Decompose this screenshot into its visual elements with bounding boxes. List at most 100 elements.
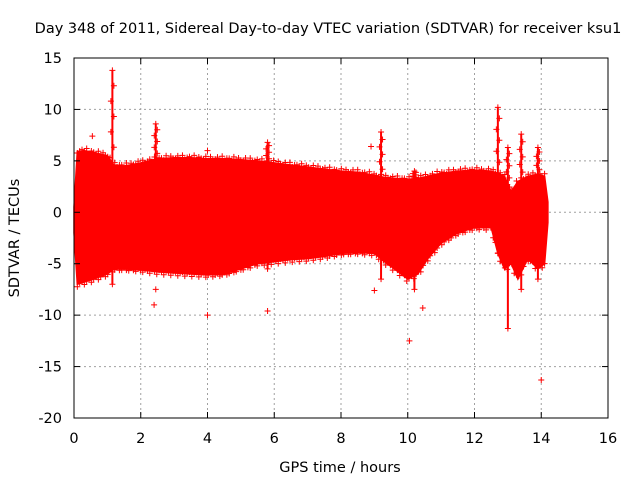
x-tick-label: 16 — [599, 431, 617, 447]
spike-marker — [263, 145, 270, 152]
spike-marker — [263, 152, 270, 159]
band-edge-marker — [191, 152, 198, 159]
band-edge-marker — [286, 159, 293, 166]
band-edge-marker — [473, 164, 480, 171]
outlier-point — [406, 337, 413, 344]
band-edge-marker — [268, 161, 275, 168]
band-edge-marker — [268, 261, 275, 268]
outlier-point — [538, 376, 545, 383]
band-edge-marker — [153, 271, 160, 278]
band-edge-marker — [462, 165, 469, 172]
outlier-point — [89, 133, 96, 140]
spike-marker — [516, 161, 523, 168]
band-edge-marker — [132, 162, 139, 169]
band-edge-marker — [181, 273, 188, 280]
band-edge-marker — [382, 172, 389, 179]
band-edge-marker — [429, 170, 436, 177]
band-edge-marker — [321, 251, 328, 258]
band-edge-marker — [186, 153, 193, 160]
spike-marker — [503, 168, 510, 175]
spike-marker — [519, 153, 526, 160]
spike-marker — [536, 166, 543, 173]
band-edge-marker — [121, 165, 128, 172]
band-edge-marker — [165, 157, 172, 164]
band-edge-marker — [254, 262, 261, 269]
x-tick-label: 0 — [69, 431, 78, 447]
band-edge-marker — [338, 165, 345, 172]
band-edge-marker — [160, 271, 167, 278]
band-edge-marker — [97, 153, 104, 160]
spike-marker — [110, 113, 117, 120]
spike-marker — [493, 126, 500, 133]
spike-marker — [154, 138, 161, 145]
band-edge-marker — [527, 175, 534, 182]
band-edge-marker — [525, 171, 532, 178]
band-edge-marker — [541, 170, 548, 177]
band-edge-marker — [158, 268, 165, 275]
band-edge-marker — [529, 258, 536, 265]
band-edge-marker — [343, 247, 350, 254]
band-edge-marker — [529, 169, 536, 176]
band-edge-marker — [83, 145, 90, 152]
band-edge-marker — [420, 262, 427, 269]
band-edge-marker — [193, 157, 200, 164]
band-edge-marker — [499, 259, 506, 266]
band-edge-marker — [296, 258, 303, 265]
spike-marker — [504, 325, 511, 332]
spike-marker — [154, 126, 161, 133]
band-edge-marker — [216, 158, 223, 165]
y-tick-label: -5 — [48, 257, 62, 273]
spike-marker — [378, 129, 385, 136]
band-edge-marker — [247, 155, 254, 162]
spike-marker — [109, 281, 116, 288]
spike-marker — [506, 150, 513, 157]
band-edge-marker — [436, 172, 443, 179]
band-edge-marker — [174, 272, 181, 279]
x-tick-label: 4 — [203, 431, 212, 447]
y-tick-label: 15 — [44, 51, 62, 67]
spike-marker — [266, 142, 273, 149]
band-edge-marker — [230, 153, 237, 160]
outlier-point — [264, 308, 271, 315]
band-edge-marker — [93, 151, 100, 158]
band-edge-marker — [282, 259, 289, 266]
spike-marker — [518, 131, 525, 138]
band-edge-marker — [118, 161, 125, 168]
band-edge-marker — [193, 269, 200, 276]
band-edge-marker — [328, 249, 335, 256]
band-edge-marker — [221, 268, 228, 275]
band-edge-marker — [487, 224, 494, 231]
band-edge-marker — [81, 149, 88, 156]
spike-marker — [494, 104, 501, 111]
band-edge-marker — [541, 260, 548, 267]
spike-marker — [378, 276, 385, 283]
chart-title: Day 348 of 2011, Sidereal Day-to-day VTE… — [35, 21, 622, 37]
spike-marker — [534, 276, 541, 283]
band-edge-marker — [457, 226, 464, 233]
band-edge-marker — [539, 264, 546, 271]
band-edge-marker — [74, 283, 81, 290]
band-edge-marker — [483, 169, 490, 176]
spike-marker — [109, 67, 116, 74]
band-edge-marker — [86, 275, 93, 282]
band-edge-marker — [361, 169, 368, 176]
band-edge-marker — [95, 148, 102, 155]
band-edge-marker — [100, 270, 107, 277]
band-edge-marker — [228, 158, 235, 165]
band-edge-marker — [408, 178, 415, 185]
spike-marker — [154, 150, 161, 157]
band-edge-marker — [179, 269, 186, 276]
band-edge-marker — [350, 247, 357, 254]
band-edge-marker — [314, 252, 321, 259]
band-edge-marker — [326, 164, 333, 171]
band-edge-marker — [135, 264, 142, 271]
band-edge-marker — [448, 171, 455, 178]
band-edge-marker — [476, 169, 483, 176]
band-edge-marker — [335, 169, 342, 176]
band-edge-marker — [139, 269, 146, 276]
band-edge-marker — [483, 226, 490, 233]
spike-marker — [151, 132, 158, 139]
x-tick-label: 2 — [136, 431, 145, 447]
band-edge-marker — [431, 249, 438, 256]
band-edge-marker — [434, 244, 441, 251]
